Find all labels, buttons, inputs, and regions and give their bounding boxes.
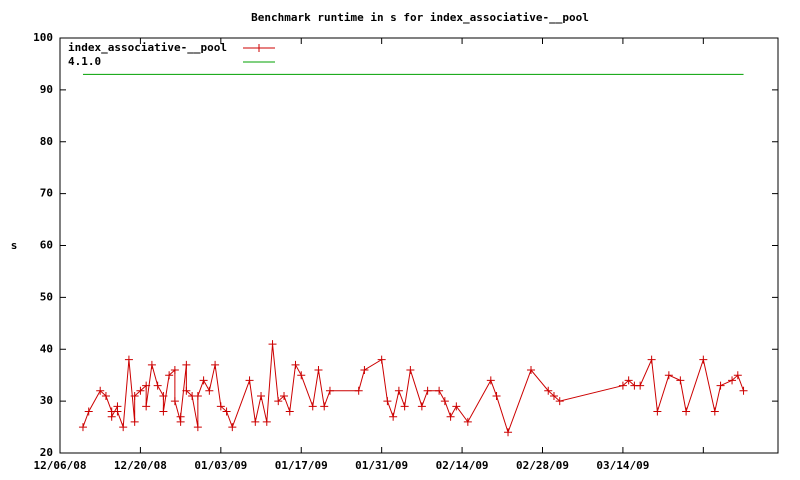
- series-line: [82, 344, 745, 434]
- y-tick-label: 50: [40, 290, 53, 303]
- x-tick-label: 01/17/09: [275, 459, 328, 472]
- x-tick-label: 03/14/09: [596, 459, 649, 472]
- y-tick-label: 70: [40, 187, 53, 200]
- plot-frame: [59, 37, 779, 454]
- legend-label: 4.1.0: [68, 55, 101, 68]
- y-axis-label: s: [11, 239, 18, 252]
- y-tick-label: 100: [33, 31, 53, 44]
- x-tick-label: 02/28/09: [516, 459, 569, 472]
- y-tick-label: 40: [40, 342, 53, 355]
- x-tick-label: 01/31/09: [355, 459, 408, 472]
- x-tick-label: 01/03/09: [194, 459, 247, 472]
- y-tick-label: 30: [40, 394, 53, 407]
- chart-title: Benchmark runtime in s for index_associa…: [251, 11, 589, 24]
- y-tick-label: 90: [40, 83, 53, 96]
- x-tick-label: 12/20/08: [114, 459, 167, 472]
- x-tick-label: 02/14/09: [436, 459, 489, 472]
- y-tick-label: 80: [40, 135, 53, 148]
- y-tick-label: 60: [40, 239, 53, 252]
- legend-marker: [255, 44, 263, 52]
- legend-label: index_associative-__pool: [68, 41, 227, 54]
- data-point: [78, 423, 87, 432]
- y-tick-label: 20: [40, 446, 53, 459]
- x-tick-label: 12/06/08: [34, 459, 87, 472]
